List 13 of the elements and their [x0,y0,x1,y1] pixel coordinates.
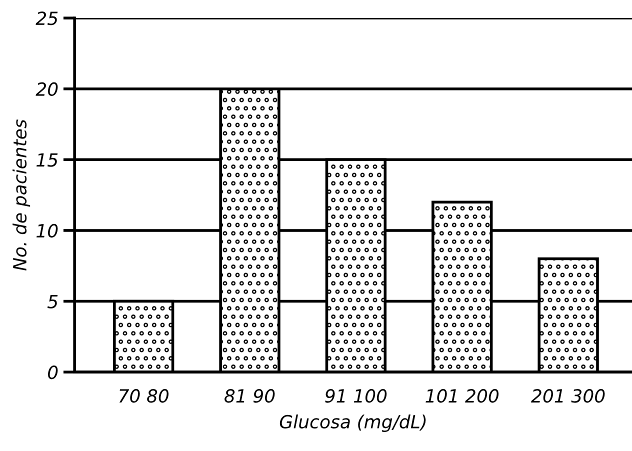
x-axis-title: Glucosa (mg/dL) [280,414,426,432]
y-tick-label: 5 [47,294,58,308]
y-tick-label: 15 [36,153,58,167]
x-tick-label: 91 100 [325,389,387,403]
x-tick-label: 81 90 [224,389,275,403]
x-tick-label: 101 200 [426,389,499,403]
x-tick-label: 201 300 [531,389,605,403]
y-axis-title: No. de pacientes [12,119,30,271]
y-tick-label: 10 [36,224,58,238]
y-tick-label: 20 [36,82,58,96]
y-tick-label: 25 [36,12,58,26]
y-tick-label: 0 [48,366,58,380]
x-tick-label: 70 80 [119,389,169,403]
